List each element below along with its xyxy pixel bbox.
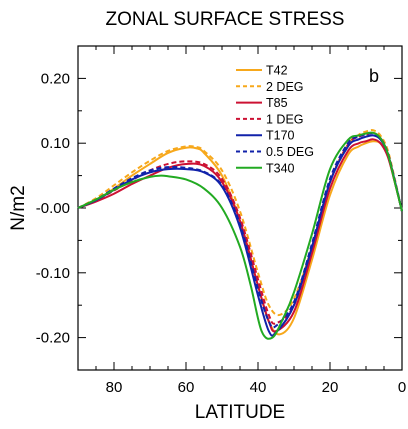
y-axis-title: N/m2 bbox=[8, 185, 29, 230]
x-tick-label: 80 bbox=[106, 379, 123, 396]
x-tick-label: 60 bbox=[178, 379, 195, 396]
legend-label-0-5-deg: 0.5 DEG bbox=[266, 145, 314, 159]
x-axis: 80 60 40 20 0 bbox=[77, 46, 406, 396]
legend-label-t42: T42 bbox=[266, 64, 288, 78]
series-line-t42 bbox=[77, 140, 403, 336]
chart-title: ZONAL SURFACE STRESS bbox=[106, 9, 345, 30]
series-line-t85 bbox=[77, 138, 403, 333]
legend: T42 2 DEG T85 1 DEG T170 0.5 DEG T340 bbox=[236, 64, 314, 175]
series-line-t170 bbox=[77, 134, 403, 337]
series-line-2-deg bbox=[77, 129, 403, 317]
series-layer bbox=[77, 129, 403, 340]
y-tick-label: 0.10 bbox=[41, 135, 70, 152]
legend-label-2-deg: 2 DEG bbox=[266, 80, 304, 94]
x-axis-title: LATITUDE bbox=[195, 402, 285, 423]
legend-label-1-deg: 1 DEG bbox=[266, 112, 304, 126]
x-tick-label: 0 bbox=[398, 379, 406, 396]
y-tick-label: 0.20 bbox=[41, 70, 70, 87]
y-tick-label: -0.00 bbox=[36, 200, 70, 217]
legend-label-t170: T170 bbox=[266, 129, 295, 143]
legend-label-t85: T85 bbox=[266, 96, 288, 110]
x-tick-label: 20 bbox=[322, 379, 339, 396]
legend-label-t340: T340 bbox=[266, 161, 295, 175]
y-tick-label: -0.10 bbox=[36, 265, 70, 282]
panel-label: b bbox=[369, 66, 379, 86]
plot-frame bbox=[77, 45, 403, 371]
x-tick-label: 40 bbox=[250, 379, 267, 396]
series-line-t340 bbox=[77, 131, 403, 340]
series-line-0-5-deg bbox=[77, 132, 403, 329]
y-tick-label: -0.20 bbox=[36, 330, 70, 347]
y-axis: 0.20 0.10 -0.00 -0.10 -0.20 bbox=[36, 45, 402, 371]
